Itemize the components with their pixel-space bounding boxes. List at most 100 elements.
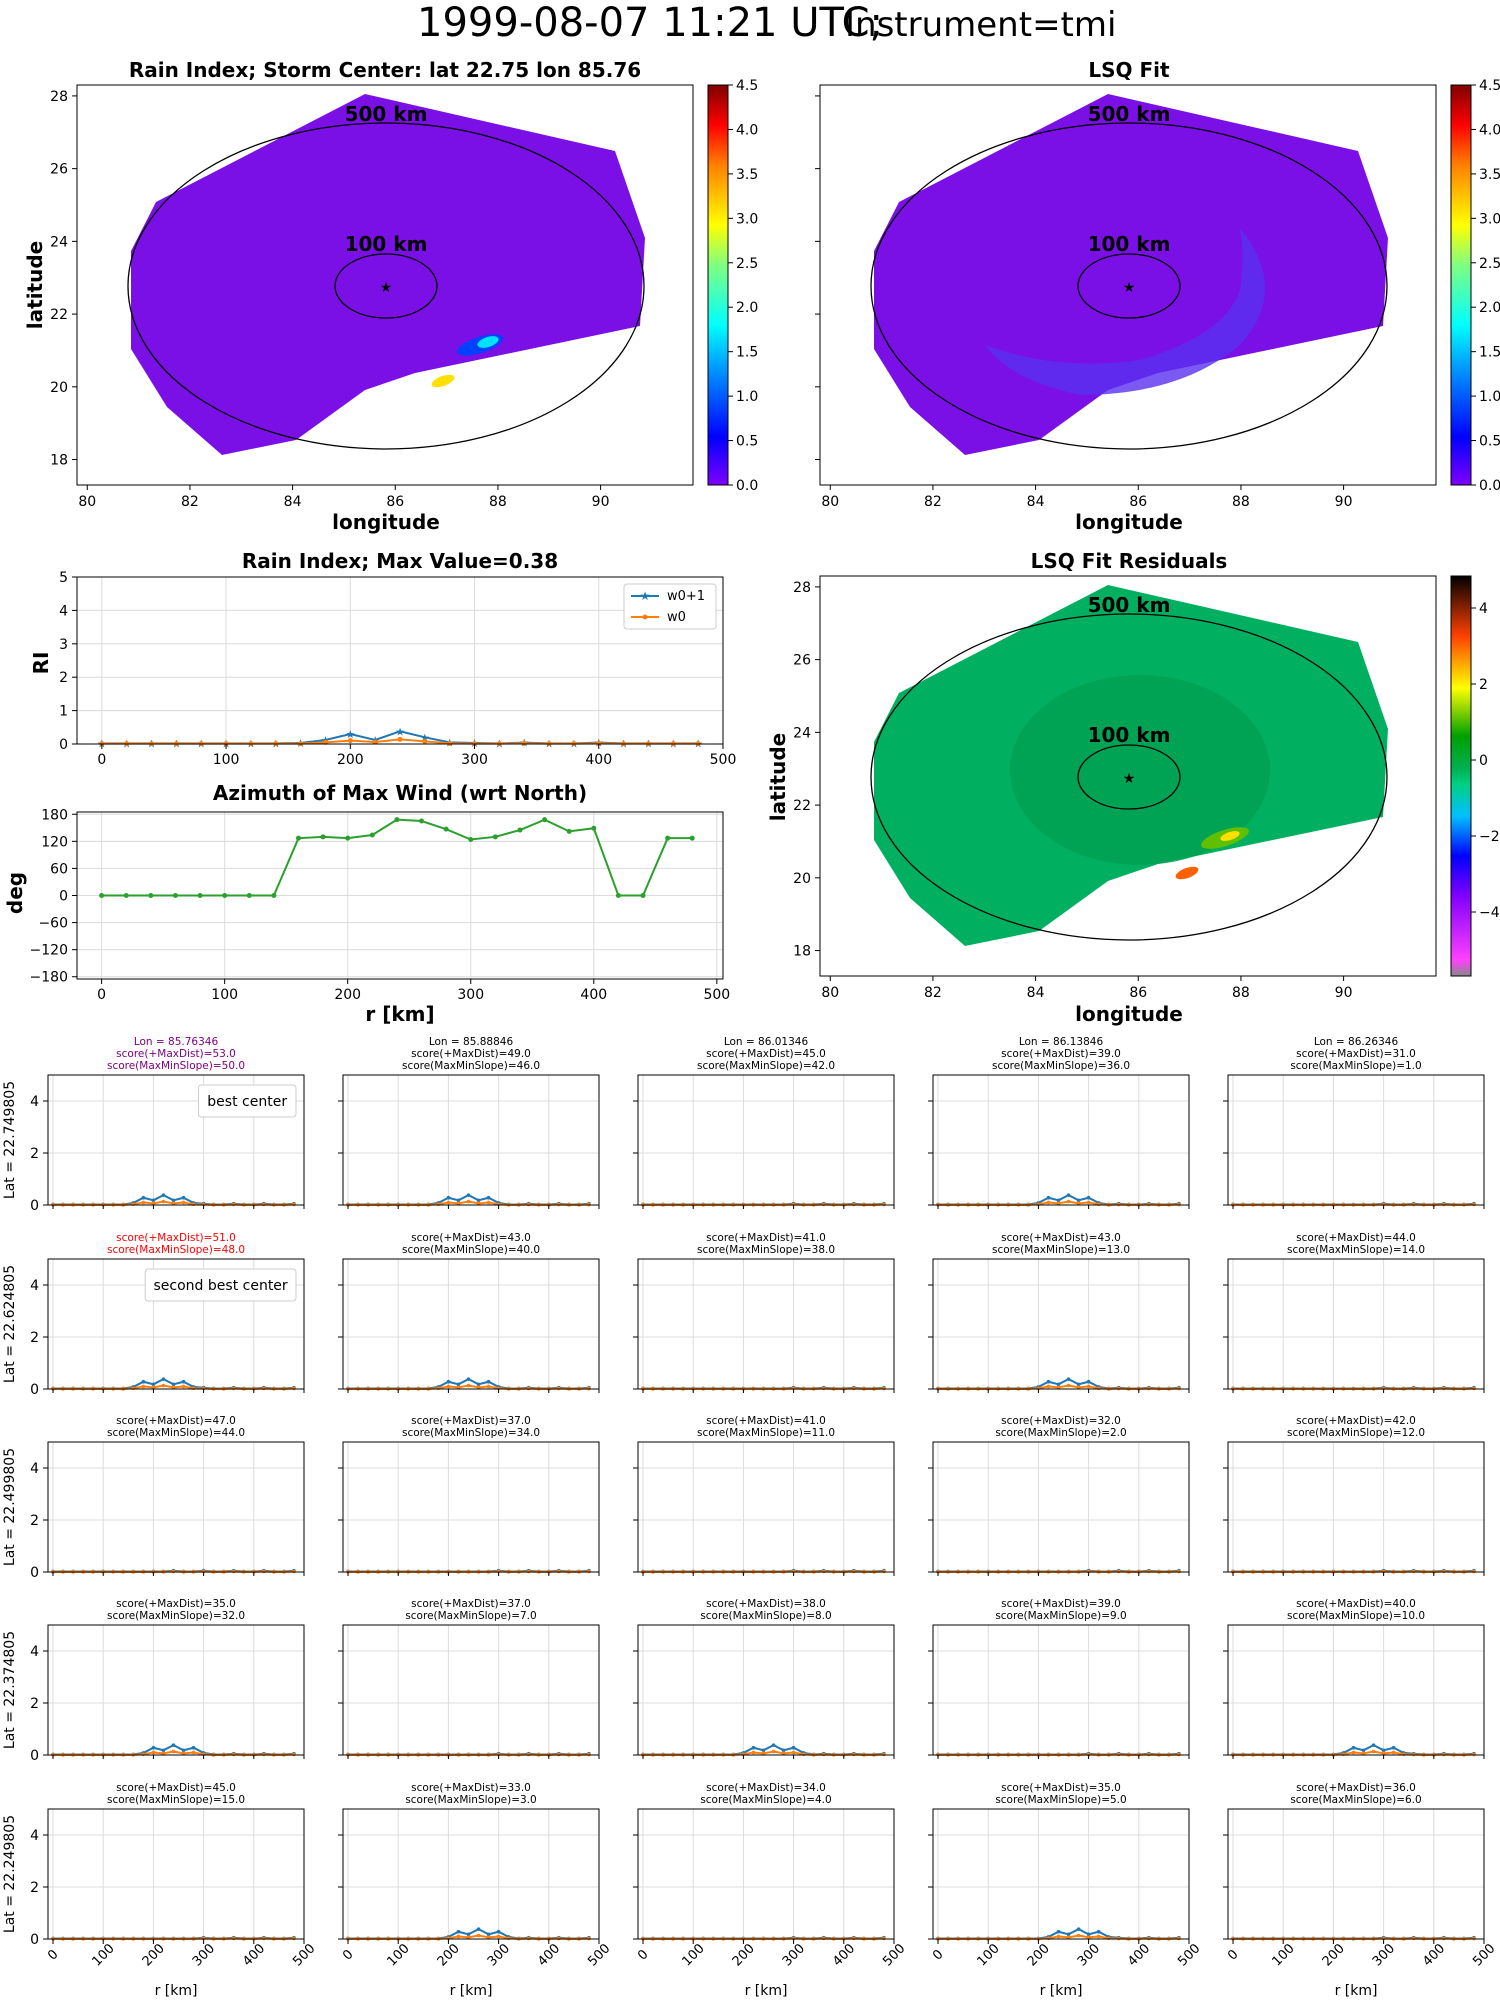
- data-point: [542, 817, 548, 823]
- panel-title-line: score(MaxMinSlope)=4.0: [700, 1794, 831, 1806]
- colorbar-tick-label: 2.5: [1479, 256, 1500, 272]
- data-point: [246, 893, 252, 898]
- data-point: [1371, 1743, 1376, 1747]
- data-point: [1391, 1745, 1396, 1750]
- xtick-label: 200: [1320, 1941, 1348, 1969]
- plot-frame: [342, 1624, 600, 1756]
- ring-100km: [334, 253, 438, 319]
- data-point: [456, 1201, 461, 1206]
- panel-title-line: score(+MaxDist)=45.0: [706, 1048, 826, 1060]
- data-point: [443, 826, 449, 832]
- plot-area: [933, 1625, 1189, 1755]
- xtick-label: 100: [213, 752, 240, 768]
- plot-frame: [637, 1808, 895, 1940]
- rain-index-chart-ylabel: RI: [29, 652, 53, 675]
- residuals-inner: [1010, 675, 1270, 865]
- xtick-label: 100: [384, 1941, 412, 1969]
- data-point: [566, 828, 572, 834]
- map-xtick-label: 90: [1335, 985, 1353, 1001]
- grid-panel-r2-c2: score(+MaxDist)=41.0score(MaxMinSlope)=1…: [633, 1415, 895, 1576]
- xtick-label: 100: [679, 1941, 707, 1969]
- azimuth-chart-xlabel: r [km]: [365, 1002, 434, 1026]
- map-xtick-label: 88: [489, 494, 507, 510]
- data-point: [1096, 1202, 1101, 1207]
- xtick-label: 400: [1420, 1941, 1448, 1969]
- colorbar-tick-label: 4.5: [1479, 78, 1500, 94]
- data-point: [1361, 1748, 1366, 1753]
- map-ytick-label: 26: [793, 653, 811, 669]
- residuals-map-ylabel: latitude: [766, 733, 790, 821]
- plot-frame: [342, 1808, 600, 1940]
- data-point: [596, 740, 602, 746]
- data-point: [436, 1202, 441, 1207]
- data-point: [171, 1385, 176, 1390]
- data-point: [506, 1936, 511, 1941]
- panel-legend-box: [197, 1084, 297, 1118]
- data-point: [181, 1200, 186, 1205]
- data-point: [486, 1935, 491, 1940]
- rain-patch-cyan: [477, 336, 499, 348]
- plot-area: [343, 1809, 599, 1939]
- panel-title-line: score(MaxMinSlope)=13.0: [992, 1244, 1130, 1256]
- xtick-label: 0: [97, 987, 106, 1003]
- residuals-colorbar-ticks: 4 2 0 −2 −4: [1471, 601, 1500, 921]
- panel-title-line: score(+MaxDist)=45.0: [116, 1782, 236, 1794]
- data-point: [191, 1386, 196, 1391]
- plot-frame: [637, 1441, 895, 1573]
- grid-panel-r2-c1: score(+MaxDist)=37.0score(MaxMinSlope)=3…: [338, 1415, 600, 1576]
- colorbar-tick-label: 3.5: [736, 167, 758, 183]
- data-point: [496, 1929, 501, 1934]
- data-point: [222, 893, 228, 898]
- grid-panel-r4-c2: score(+MaxDist)=34.0score(MaxMinSlope)=4…: [633, 1782, 908, 1999]
- ytick-label: 0: [30, 1932, 39, 1948]
- ytick-label: 2: [30, 1880, 39, 1896]
- data-point: [1391, 1750, 1396, 1755]
- rain-index-map-ylabel: latitude: [23, 241, 47, 329]
- panel-title-line: score(MaxMinSlope)=6.0: [1290, 1794, 1421, 1806]
- panel-title-line: score(MaxMinSlope)=10.0: [1287, 1610, 1425, 1622]
- xtick-label: 0: [1225, 1947, 1241, 1963]
- panel-title-line: score(+MaxDist)=51.0: [116, 1232, 236, 1244]
- data-point: [369, 832, 375, 838]
- data-point: [131, 1386, 136, 1391]
- data-point: [486, 1384, 491, 1389]
- rain-index-chart-title: Rain Index; Max Value=0.38: [242, 549, 558, 573]
- data-point: [151, 1745, 156, 1750]
- panel-title-line: Lon = 86.01346: [724, 1036, 809, 1048]
- data-point: [1076, 1933, 1081, 1938]
- ytick-label: 0: [59, 737, 68, 753]
- data-point: [1401, 1752, 1406, 1757]
- azimuth-line-chart: Azimuth of Max Wind (wrt North) deg r [k…: [3, 781, 730, 1026]
- svg-text:★: ★: [640, 589, 651, 603]
- data-point: [271, 893, 277, 898]
- map-ytick-label: 24: [50, 234, 68, 250]
- data-point: [1076, 1385, 1081, 1390]
- ytick-label: 3: [59, 637, 68, 653]
- panel-legend-box: [144, 1268, 297, 1302]
- panel-title-line: score(+MaxDist)=43.0: [411, 1232, 531, 1244]
- grid-panel-r0-c1: Lon = 85.88846score(+MaxDist)=49.0score(…: [338, 1036, 600, 1209]
- data-point: [1076, 1201, 1081, 1206]
- xtick-label: 300: [461, 752, 488, 768]
- grid-panel-r1-c1: score(+MaxDist)=43.0score(MaxMinSlope)=4…: [338, 1232, 600, 1393]
- panel-title-line: score(+MaxDist)=49.0: [411, 1048, 531, 1060]
- data-point: [486, 1932, 491, 1937]
- data-point: [791, 1750, 796, 1755]
- residuals-map: LSQ Fit Residuals ★ 500 km 100 km 80 82 84…: [766, 549, 1500, 1026]
- panel-title-line: score(MaxMinSlope)=12.0: [1287, 1427, 1425, 1439]
- plot-area: [343, 1625, 599, 1755]
- plot-frame: [47, 1624, 305, 1756]
- data-point: [295, 835, 301, 841]
- data-point: [161, 1193, 166, 1197]
- plot-frame: [342, 1258, 600, 1390]
- rain-index-map-yticks: 18 20 22 24 26 28: [50, 89, 77, 469]
- ytick-label: 60: [50, 861, 68, 877]
- lsq-fit-colorbar-ticks: 0.0 0.5 1.0 1.5 2.0 2.5 3.0 3.5 4.0 4.5: [1471, 78, 1500, 494]
- storm-center-star: ★: [1123, 771, 1136, 787]
- lsq-fit-map-yticks: [815, 95, 820, 461]
- ytick-label: 0: [30, 1198, 39, 1214]
- plot-frame: [932, 1074, 1190, 1206]
- data-point: [486, 1379, 491, 1384]
- panel-title-line: score(MaxMinSlope)=2.0: [995, 1427, 1126, 1439]
- xtick-label: 500: [1175, 1941, 1203, 1969]
